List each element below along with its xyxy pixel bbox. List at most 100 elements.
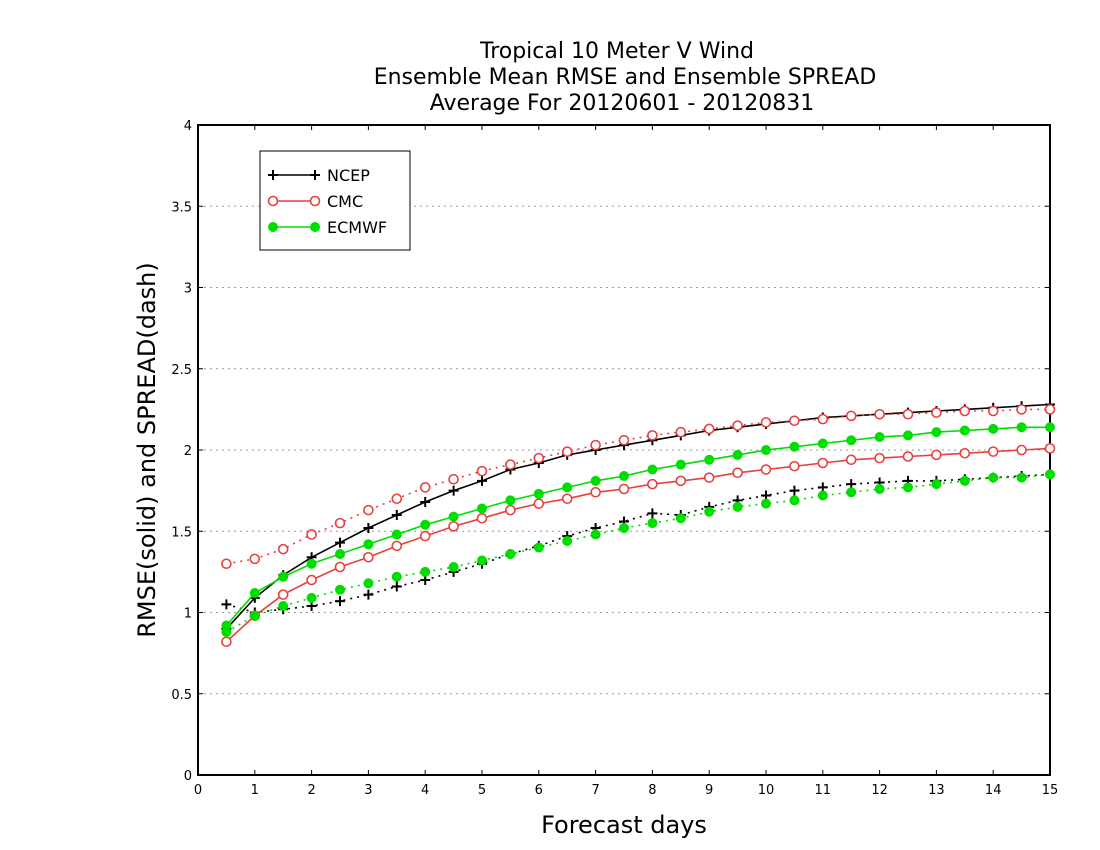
x-axis-label: Forecast days [541, 811, 707, 839]
ecmwf-spread-point [391, 571, 402, 582]
x-tick-label: 6 [535, 783, 543, 798]
cmc-spread-point [363, 504, 374, 516]
cmc-rmse-point [987, 446, 999, 457]
ecmwf-spread-point [619, 523, 629, 533]
ecmwf-rmse-point [732, 449, 743, 460]
ecmwf-spread-point [249, 610, 260, 621]
legend-label: NCEP [327, 166, 370, 185]
ecmwf-spread-point [335, 584, 345, 595]
legend-marker [268, 170, 278, 180]
x-tick-label: 0 [194, 783, 202, 798]
ncep-spread-point [391, 581, 402, 592]
series-layer [221, 399, 1056, 648]
cmc-rmse-point [931, 449, 942, 461]
cmc-rmse-point [845, 454, 857, 466]
cmc-spread-point [902, 408, 914, 420]
series-ecmwf-rmse [221, 422, 1055, 631]
ecmwf-spread-point [221, 627, 232, 637]
y-tick-label: 0 [184, 769, 192, 784]
cmc-rmse-point [476, 512, 488, 524]
ecmwf-spread-point [988, 472, 999, 483]
cmc-spread-point [221, 558, 232, 570]
ecmwf-rmse-point [477, 503, 487, 514]
cmc-rmse-point [732, 467, 743, 479]
cmc-rmse-point [334, 561, 346, 573]
cmc-spread-point [1016, 404, 1027, 415]
ecmwf-rmse-point [533, 488, 544, 499]
legend: NCEP CMC ECMWF [259, 150, 411, 251]
ecmwf-spread-point [562, 536, 573, 546]
ecmwf-spread-point [874, 484, 885, 494]
ecmwf-rmse-point [562, 482, 573, 493]
cmc-rmse-point [590, 486, 601, 498]
x-tick-label: 15 [1042, 783, 1059, 798]
ecmwf-spread-point [533, 542, 544, 553]
x-tick-label: 5 [478, 783, 486, 798]
ecmwf-rmse-point [988, 423, 999, 434]
x-tick-label: 13 [928, 783, 945, 798]
series-cmc-rmse [221, 443, 1056, 648]
title-line-3: Average For 20120601 - 20120831 [430, 91, 815, 116]
x-tick-label: 4 [421, 783, 429, 798]
x-tick-label: 12 [871, 783, 888, 798]
series-ecmwf-spread [221, 469, 1055, 637]
cmc-rmse-point [703, 472, 715, 483]
ecmwf-rmse-point [931, 427, 942, 438]
x-tick-label: 2 [307, 783, 315, 798]
ecmwf-spread-point [505, 549, 516, 559]
legend-marker [310, 222, 320, 232]
x-tick-label: 8 [648, 783, 656, 798]
series-ncep-spread [221, 469, 1055, 618]
cmc-spread-point [931, 407, 942, 418]
y-axis-label: RMSE(solid) and SPREAD(dash) [133, 262, 161, 638]
legend-marker [310, 170, 320, 180]
ecmwf-spread-point [420, 566, 431, 577]
ecmwf-spread-point [931, 479, 942, 490]
legend-label: CMC [327, 192, 363, 211]
ecmwf-rmse-point [619, 471, 629, 481]
x-tick-label: 1 [251, 783, 259, 798]
cmc-spread-point [505, 459, 516, 470]
cmc-spread-point [448, 473, 459, 485]
cmc-rmse-point [419, 530, 431, 542]
y-tick-label: 0.5 [171, 688, 192, 703]
ecmwf-spread-point [477, 555, 487, 566]
legend-marker [309, 195, 321, 207]
ncep-rmse-line [225, 403, 1051, 630]
cmc-rmse-point [391, 540, 403, 552]
ecmwf-spread-point [903, 482, 913, 493]
ecmwf-rmse-point [363, 539, 374, 550]
ecmwf-rmse-line [225, 426, 1050, 627]
ecmwf-rmse-point [590, 475, 601, 486]
ecmwf-rmse-point [1045, 422, 1055, 433]
ecmwf-spread-point [846, 487, 857, 498]
ecmwf-rmse-point [391, 529, 402, 540]
y-tick-label: 1 [184, 607, 192, 622]
ecmwf-spread-line [226, 473, 1051, 633]
ecmwf-spread-point [761, 498, 771, 509]
ncep-rmse-point [363, 523, 374, 533]
ncep-spread-point [335, 596, 345, 607]
ecmwf-rmse-point [789, 441, 800, 452]
ecmwf-rmse-point [335, 549, 345, 559]
cmc-spread-point [391, 493, 403, 505]
cmc-spread-point [277, 543, 289, 555]
cmc-rmse-point [789, 460, 800, 472]
cmc-rmse-point [306, 574, 317, 586]
x-tick-label: 14 [985, 783, 1002, 798]
cmc-spread-point [590, 439, 601, 451]
y-tick-label: 2 [184, 444, 192, 459]
cmc-rmse-point [760, 464, 772, 475]
y-tick-label: 2.5 [171, 363, 192, 378]
ncep-rmse-point [335, 537, 345, 548]
cmc-spread-point [817, 413, 829, 425]
legend-entry-cmc: CMC [267, 192, 363, 211]
cmc-rmse-point [561, 493, 573, 505]
ecmwf-rmse-point [959, 425, 970, 436]
ncep-rmse-point [448, 485, 459, 496]
legend-marker [267, 195, 279, 207]
ncep-spread-point [647, 508, 658, 519]
ecmwf-spread-point [647, 518, 658, 529]
ecmwf-rmse-point [903, 430, 913, 441]
